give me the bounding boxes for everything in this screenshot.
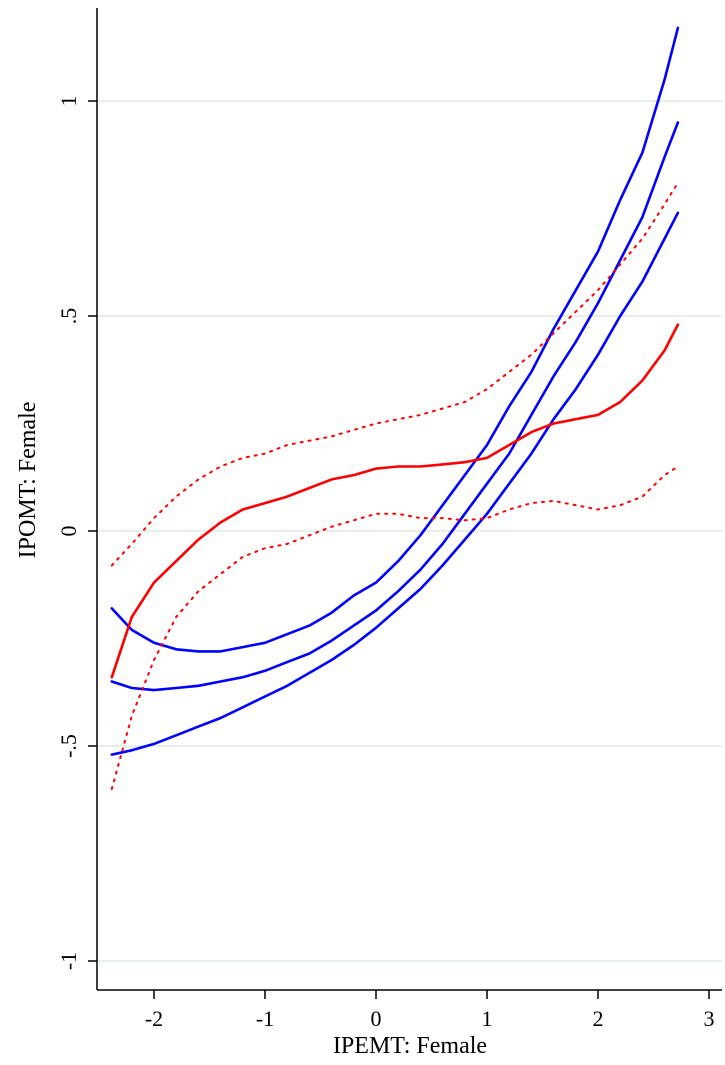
series-line-3 xyxy=(110,211,680,756)
y-tick-label: -.5 xyxy=(56,734,81,758)
x-axis-title: IPEMT: Female xyxy=(333,1033,487,1059)
y-tick-label: .5 xyxy=(56,308,81,325)
y-tick-label: -1 xyxy=(56,952,81,970)
x-tick-label: 3 xyxy=(704,1006,715,1031)
series-line-2 xyxy=(110,121,680,692)
y-ticks: -1 -.5 0 .5 1 xyxy=(56,96,97,970)
series-line-1 xyxy=(110,26,680,653)
gridlines xyxy=(98,100,722,962)
y-tick-label: 0 xyxy=(56,526,81,537)
x-ticks: -2 -1 0 1 2 3 xyxy=(145,990,715,1031)
y-axis-title: IPOMT: Female xyxy=(15,402,41,559)
series-line-4 xyxy=(110,323,680,679)
series-line-5 xyxy=(110,181,679,567)
series-group xyxy=(110,26,680,790)
x-tick-label: 1 xyxy=(482,1006,493,1031)
x-tick-label: -2 xyxy=(145,1006,163,1031)
series-line-6 xyxy=(110,465,679,790)
y-tick-label: 1 xyxy=(56,96,81,107)
x-tick-label: 0 xyxy=(371,1006,382,1031)
axes xyxy=(96,8,722,991)
x-tick-label: -1 xyxy=(256,1006,274,1031)
x-tick-label: 2 xyxy=(593,1006,604,1031)
